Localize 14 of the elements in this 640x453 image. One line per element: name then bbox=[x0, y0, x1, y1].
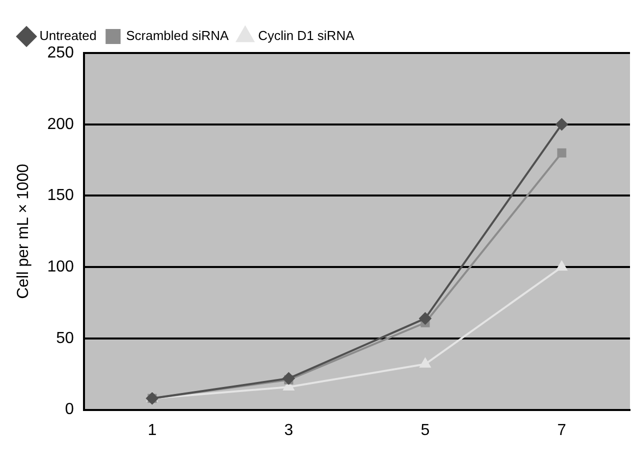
y-tick-label: 250 bbox=[47, 44, 74, 62]
x-tick-label: 5 bbox=[420, 422, 430, 439]
legend-label: Cyclin D1 siRNA bbox=[258, 28, 355, 44]
y-tick-label: 0 bbox=[64, 401, 74, 418]
x-tick-label: 1 bbox=[148, 422, 157, 439]
x-tick-label: 3 bbox=[284, 422, 294, 439]
y-axis-title: Cell per mL × 1000 bbox=[15, 164, 32, 299]
legend-label: Untreated bbox=[40, 28, 97, 44]
x-tick-label: 7 bbox=[557, 422, 566, 439]
y-tick-label: 100 bbox=[47, 258, 74, 276]
y-tick-label: 200 bbox=[47, 116, 74, 133]
legend-label: Scrambled siRNA bbox=[126, 28, 230, 44]
y-tick-label: 50 bbox=[56, 330, 74, 347]
y-tick-label: 150 bbox=[47, 187, 74, 204]
